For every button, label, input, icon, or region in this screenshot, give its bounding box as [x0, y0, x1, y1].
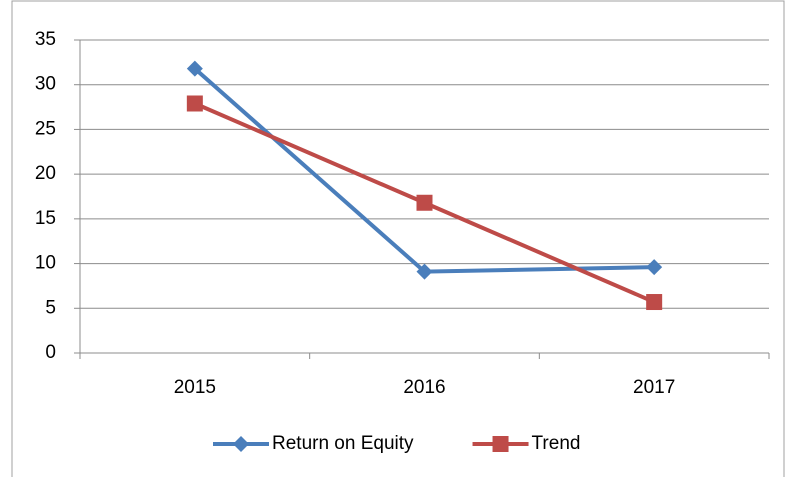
y-tick-label: 5	[45, 297, 56, 318]
y-tick-label: 25	[35, 118, 56, 139]
y-tick-label: 15	[35, 208, 56, 229]
legend-marker	[492, 436, 509, 452]
legend-label: Return on Equity	[272, 433, 414, 454]
legend-label: Trend	[532, 433, 581, 454]
data-point	[416, 263, 433, 280]
y-tick-label: 35	[35, 29, 56, 50]
y-tick-label: 0	[45, 342, 56, 363]
chart-frame	[11, 0, 785, 477]
y-tick-label: 10	[35, 253, 56, 274]
y-tick-label: 30	[35, 74, 56, 95]
data-point	[416, 194, 433, 211]
x-tick-label: 2016	[403, 377, 445, 398]
data-point	[186, 60, 203, 77]
data-point	[186, 95, 203, 112]
x-tick-label: 2017	[633, 377, 675, 398]
x-tick-label: 2015	[174, 377, 216, 398]
y-tick-label: 20	[35, 163, 56, 184]
data-point	[646, 259, 663, 276]
legend-marker	[233, 436, 249, 452]
data-point	[646, 294, 663, 311]
